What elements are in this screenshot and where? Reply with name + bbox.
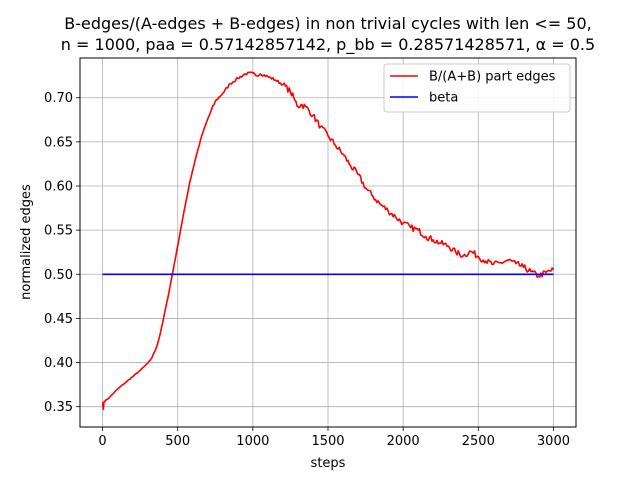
y-tick-label: 0.45	[44, 312, 73, 327]
x-tick-label: 3000	[537, 434, 570, 449]
x-tick-label: 1000	[236, 434, 269, 449]
x-axis-label: steps	[311, 456, 346, 471]
chart-title-line-2: n = 1000, paa = 0.57142857142, p_bb = 0.…	[61, 35, 595, 55]
y-tick-label: 0.65	[44, 135, 73, 150]
y-tick-label: 0.35	[44, 400, 73, 415]
x-tick-label: 0	[98, 434, 106, 449]
chart-title-line-1: B-edges/(A-edges + B-edges) in non trivi…	[64, 14, 591, 33]
legend-label: B/(A+B) part edges	[429, 70, 556, 85]
y-tick-label: 0.55	[44, 224, 73, 239]
y-tick-label: 0.40	[44, 356, 73, 371]
series-line-0	[101, 71, 555, 411]
x-tick-label: 1500	[311, 434, 344, 449]
y-tick-label: 0.50	[44, 268, 73, 283]
legend: B/(A+B) part edges beta	[383, 63, 571, 113]
x-tick-label: 2500	[462, 434, 495, 449]
legend-box	[383, 63, 571, 113]
y-tick-label: 0.70	[44, 91, 73, 106]
x-tick-label: 2000	[387, 434, 420, 449]
plot-series	[101, 71, 555, 411]
x-tick-label: 500	[165, 434, 190, 449]
legend-label: beta	[429, 91, 458, 106]
ticks: 0 500 1000 1500 2000 2500 3000 0.35 0.40 0.45 0.50…	[44, 91, 570, 449]
y-tick-label: 0.60	[44, 180, 73, 195]
y-axis-label: normalized edges	[19, 184, 34, 300]
